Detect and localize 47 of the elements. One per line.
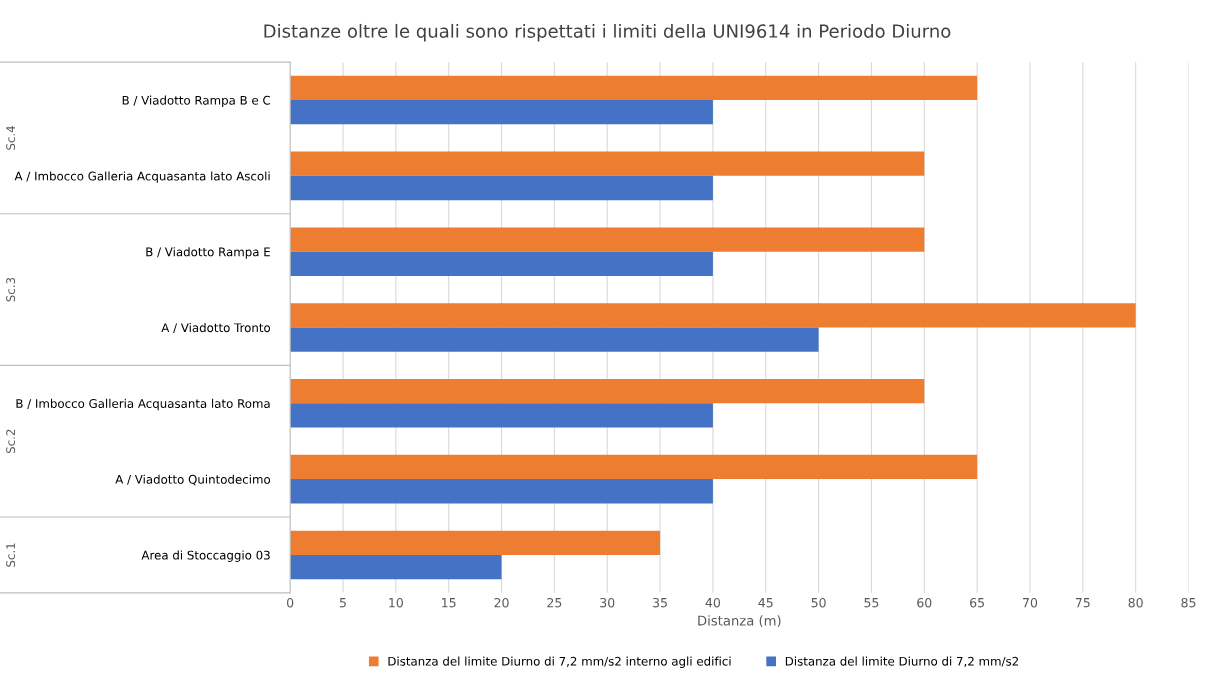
y-tick-label: B / Viadotto Rampa E <box>146 247 270 259</box>
text: Sc.2 <box>6 429 16 454</box>
y-tick-label: A / Imbocco Galleria Acquasanta lato Ascoli <box>14 171 270 183</box>
text: Sc.3 <box>6 277 16 302</box>
bar <box>290 479 713 504</box>
y-tick-label: A / Viadotto Tronto <box>161 323 271 334</box>
x-tick-label: 55 <box>864 598 879 608</box>
legend-label: Distanza del limite Diurno di 7,2 mm/s2 interno agli edifici <box>388 656 731 668</box>
x-tick-label: 20 <box>494 597 509 608</box>
bar <box>290 454 978 480</box>
x-tick-label: 85 <box>1181 597 1196 608</box>
x-tick-label: 70 <box>1023 597 1038 608</box>
x-tick-label: 10 <box>389 597 403 608</box>
x-tick-label: 60 <box>917 597 932 608</box>
bar <box>290 100 713 125</box>
text: Sc.1 <box>6 543 16 567</box>
bar <box>290 151 925 176</box>
bar <box>290 227 925 252</box>
x-tick-label: 30 <box>600 597 615 608</box>
bar <box>290 251 713 276</box>
x-tick-label: 25 <box>547 597 562 608</box>
chart-title: Distanze oltre le quali sono rispettati i limiti della UNI9614 in Periodo Diurno <box>264 23 951 42</box>
bar <box>290 554 502 580</box>
x-tick-label: 80 <box>1128 597 1143 608</box>
legend-label: Distanza del limite Diurno di 7,2 mm/s2 <box>785 656 1019 667</box>
bar <box>290 403 713 428</box>
x-tick-label: 0 <box>286 597 294 608</box>
y-tick-label: Area di Stoccaggio 03 <box>141 550 270 562</box>
text: Sc.4 <box>6 126 16 150</box>
bar <box>290 175 713 201</box>
y-tick-label: A / Viadotto Quintodecimo <box>115 474 271 486</box>
x-tick-label: 75 <box>1075 598 1090 608</box>
bar <box>290 75 978 101</box>
bar <box>290 303 1136 328</box>
bar <box>290 379 925 404</box>
x-tick-label: 65 <box>970 597 984 608</box>
x-tick-label: 45 <box>758 598 773 608</box>
x-tick-label: 15 <box>442 598 456 608</box>
x-tick-label: 40 <box>705 597 721 608</box>
y-tick-label: B / Viadotto Rampa B e C <box>122 95 271 107</box>
y-tick-label: B / Imbocco Galleria Acquasanta lato Roma <box>16 398 270 411</box>
x-tick-label: 50 <box>811 597 826 608</box>
x-tick-label: 35 <box>653 597 667 608</box>
x-axis-title: Distanza (m) <box>698 615 781 628</box>
bar <box>290 530 661 555</box>
x-tick-label: 5 <box>339 598 346 608</box>
bar <box>290 327 819 352</box>
